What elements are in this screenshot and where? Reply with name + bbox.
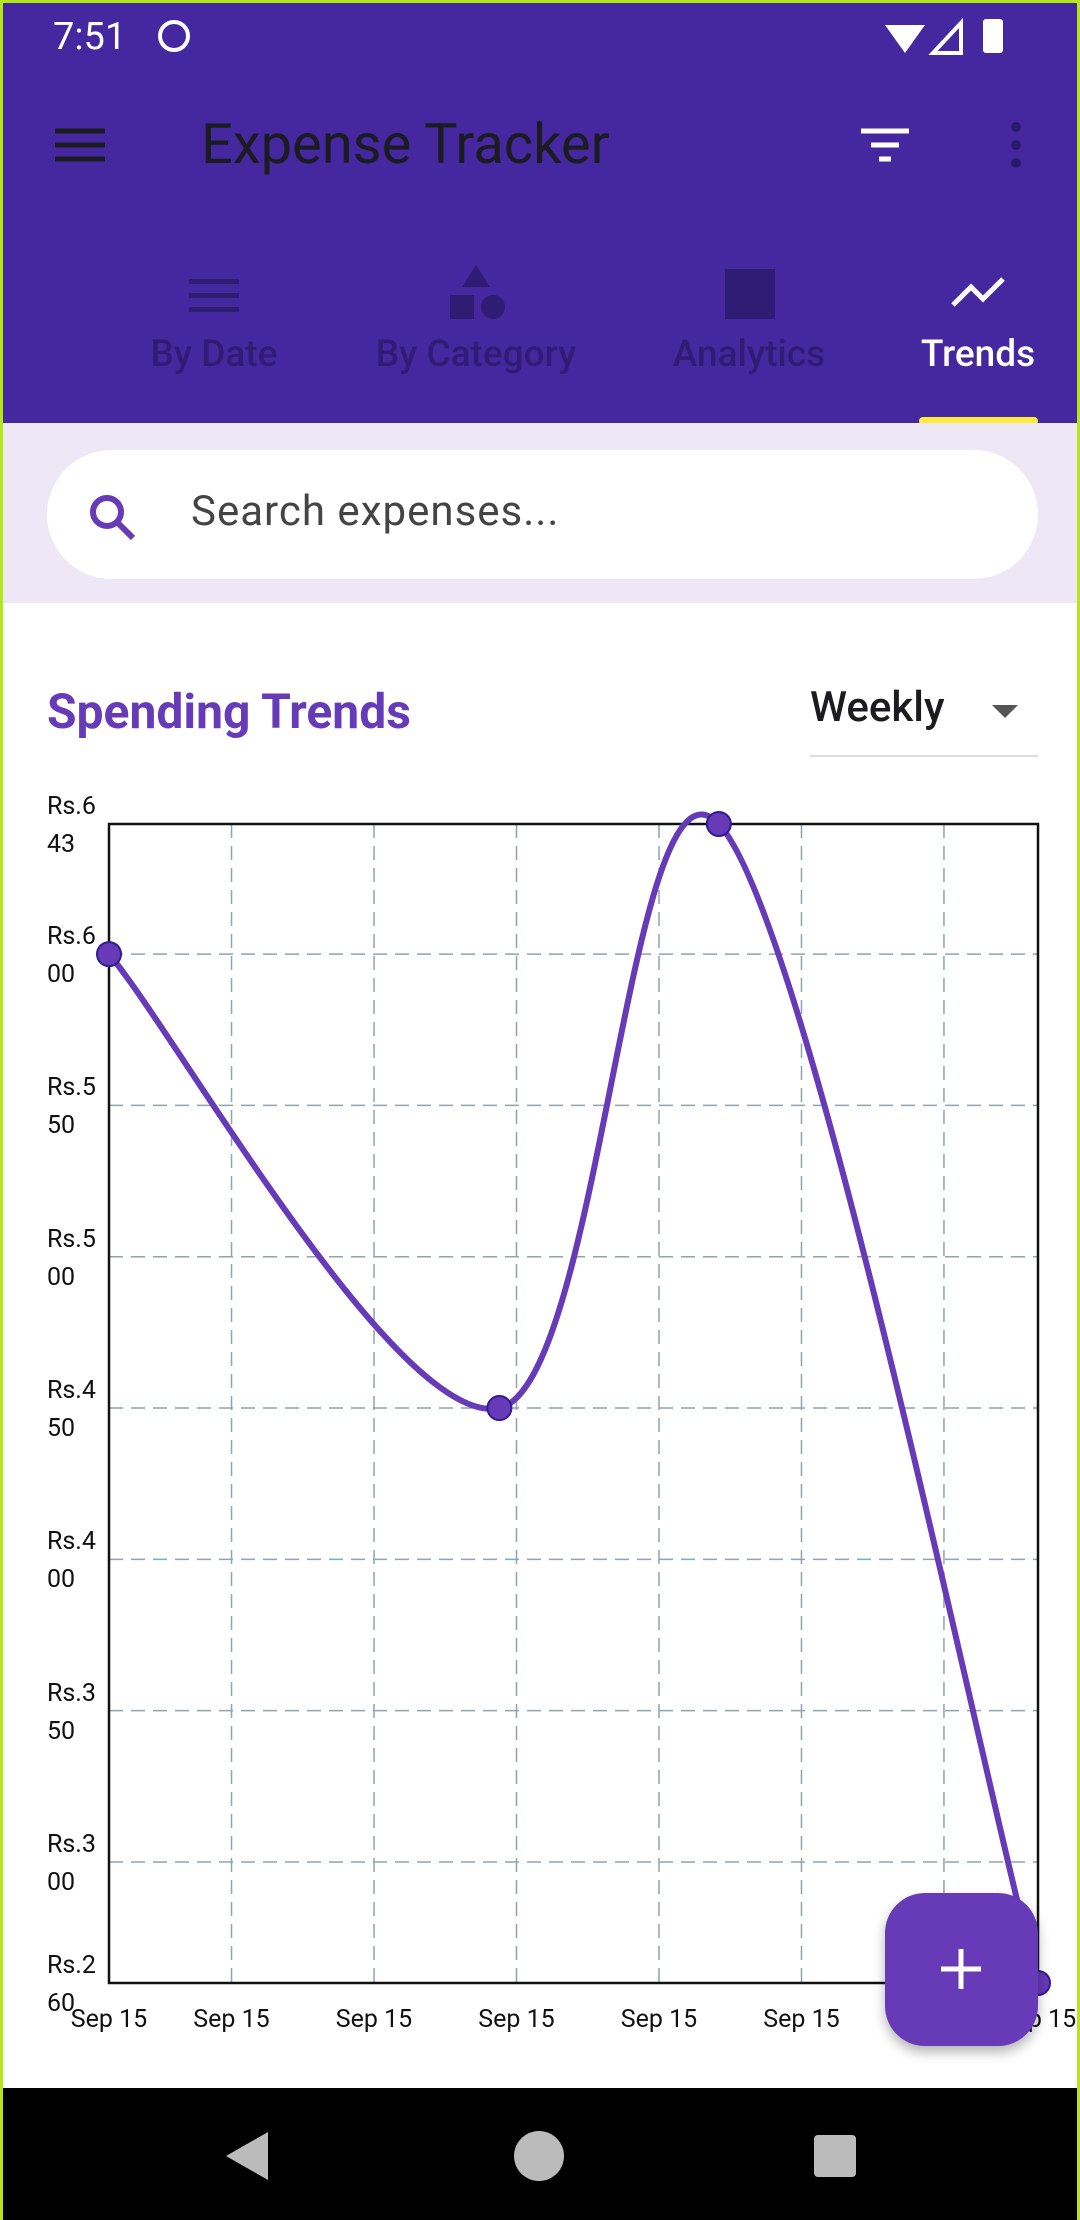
tab-indicator	[919, 417, 1038, 423]
data-point	[96, 941, 122, 968]
y-tick-label: Rs.600	[47, 922, 96, 990]
battery-icon	[983, 19, 1003, 53]
x-tick-label: Sep 15	[335, 2005, 413, 2034]
tab[interactable]: Trends	[920, 333, 1036, 376]
x-tick-label: Sep 15	[620, 2005, 698, 2034]
y-tick-label: Rs.350	[47, 1678, 96, 1746]
app-bar-icons	[55, 17, 1038, 423]
y-tick-label: Rs.450	[47, 1376, 96, 1444]
tab[interactable]: By Date	[150, 333, 278, 376]
recents-button[interactable]	[814, 2135, 856, 2177]
period-value: Weekly	[810, 683, 945, 732]
trend-line	[106, 811, 1041, 1984]
status-time: 7:51	[53, 15, 127, 59]
y-tick-label: Rs.500	[47, 1224, 96, 1292]
tab[interactable]: Analytics	[672, 333, 826, 376]
search-placeholder: Search expenses...	[191, 487, 560, 536]
tab[interactable]: By Category	[375, 333, 577, 376]
filter-button[interactable]	[861, 128, 909, 162]
section-title: Spending Trends	[47, 683, 411, 740]
plot-frame	[107, 822, 1040, 1985]
y-tick-label: Rs.643	[47, 792, 96, 859]
y-tick-label: Rs.550	[47, 1073, 96, 1141]
add-icon	[941, 1949, 981, 1989]
y-tick-label: Rs.400	[47, 1527, 96, 1595]
search-field[interactable]	[47, 450, 1038, 579]
more-button[interactable]	[1011, 122, 1021, 168]
home-button[interactable]	[514, 2131, 564, 2181]
x-tick-label: Sep 15	[193, 2005, 270, 2034]
data-point	[486, 1395, 513, 1422]
chart	[96, 811, 1051, 1996]
search-icon	[90, 495, 136, 541]
signal-icon	[928, 17, 963, 55]
x-tick-label: Sep 15	[70, 2005, 148, 2034]
trends-icon	[951, 277, 1005, 307]
nav-bar	[3, 2088, 1077, 2220]
app-title: Expense Tracker	[201, 111, 610, 177]
x-tick-label: Sep 15	[763, 2005, 840, 2034]
dropdown-arrow	[992, 705, 1018, 718]
period-dropdown[interactable]: Weekly	[810, 683, 1038, 757]
y-tick-label: Rs.300	[47, 1829, 96, 1897]
menu-button[interactable]	[55, 128, 105, 162]
add-button[interactable]	[885, 1893, 1038, 2046]
tab-icons	[189, 265, 775, 319]
back-button[interactable]	[226, 2132, 268, 2180]
y-tick-label: Rs.260	[47, 1951, 96, 2018]
wifi-icon	[885, 25, 925, 53]
data-point	[705, 811, 732, 837]
x-tick-label: Sep 15	[478, 2005, 555, 2034]
status-icon	[158, 20, 190, 52]
app-bar	[3, 3, 1077, 423]
